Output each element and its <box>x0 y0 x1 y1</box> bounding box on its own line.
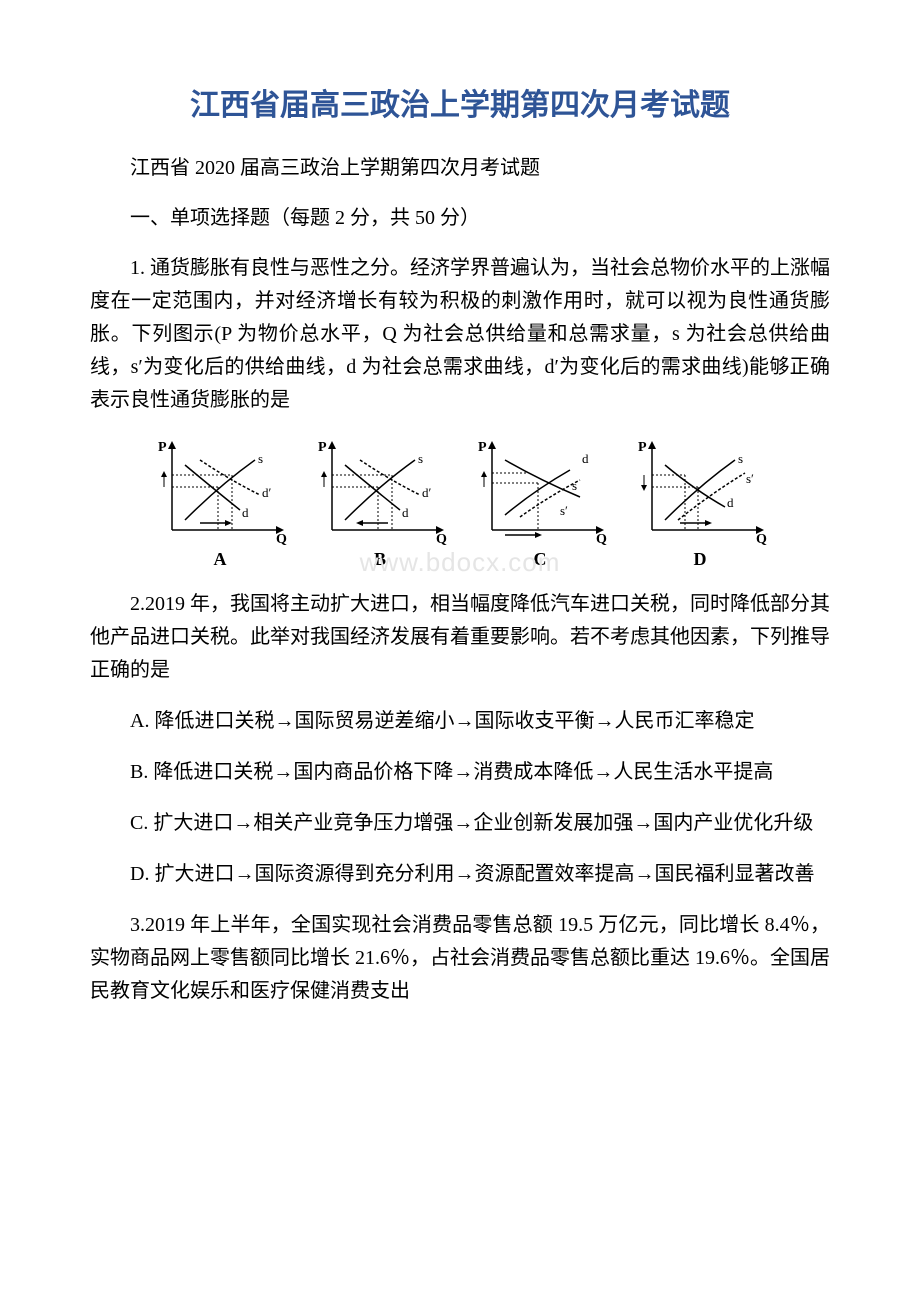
chart-c-label: C <box>534 549 547 570</box>
svg-text:P: P <box>638 440 647 455</box>
svg-text:s: s <box>738 451 743 466</box>
svg-text:Q: Q <box>436 532 447 545</box>
chart-a: P Q s d d′ <box>150 435 290 545</box>
svg-text:d: d <box>402 505 409 520</box>
svg-text:d′: d′ <box>262 485 272 500</box>
question-2-option-c: C. 扩大进口→相关产业竞争压力增强→企业创新发展加强→国内产业优化升级 <box>90 807 830 840</box>
svg-text:P: P <box>158 440 167 455</box>
svg-text:s: s <box>258 451 263 466</box>
svg-text:Q: Q <box>596 532 607 545</box>
question-3-text: 3.2019 年上半年，全国实现社会消费品零售总额 19.5 万亿元，同比增长 … <box>90 909 830 1008</box>
svg-text:s: s <box>572 478 577 493</box>
question-2-option-d: D. 扩大进口→国际资源得到充分利用→资源配置效率提高→国民福利显著改善 <box>90 858 830 891</box>
svg-text:Q: Q <box>756 532 767 545</box>
svg-text:d: d <box>582 451 589 466</box>
question-1-text: 1. 通货膨胀有良性与恶性之分。经济学界普遍认为，当社会总物价水平的上涨幅度在一… <box>90 252 830 417</box>
svg-text:d′: d′ <box>422 485 432 500</box>
svg-text:Q: Q <box>276 532 287 545</box>
svg-text:s: s <box>418 451 423 466</box>
svg-text:d: d <box>727 495 734 510</box>
chart-b-label: B <box>374 549 386 570</box>
chart-d-wrapper: P Q s s′ d D <box>630 435 770 570</box>
page-title: 江西省届高三政治上学期第四次月考试题 <box>90 80 830 124</box>
svg-text:P: P <box>318 440 327 455</box>
svg-text:P: P <box>478 440 487 455</box>
chart-b-wrapper: P Q s d d′ B <box>310 435 450 570</box>
svg-text:s′: s′ <box>560 503 568 518</box>
question-2-text: 2.2019 年，我国将主动扩大进口，相当幅度降低汽车进口关税，同时降低部分其他… <box>90 588 830 687</box>
chart-a-label: A <box>214 549 227 570</box>
chart-b: P Q s d d′ <box>310 435 450 545</box>
svg-text:d: d <box>242 505 249 520</box>
section-header: 一、单项选择题（每题 2 分，共 50 分） <box>90 202 830 234</box>
svg-text:s′: s′ <box>746 471 754 486</box>
subtitle: 江西省 2020 届高三政治上学期第四次月考试题 <box>90 152 830 184</box>
chart-c: P Q d s s′ <box>470 435 610 545</box>
charts-container: P Q s d d′ A <box>90 435 830 570</box>
chart-d: P Q s s′ d <box>630 435 770 545</box>
chart-c-wrapper: P Q d s s′ C <box>470 435 610 570</box>
question-2-option-b: B. 降低进口关税→国内商品价格下降→消费成本降低→人民生活水平提高 <box>90 756 830 789</box>
chart-a-wrapper: P Q s d d′ A <box>150 435 290 570</box>
question-2-option-a: A. 降低进口关税→国际贸易逆差缩小→国际收支平衡→人民币汇率稳定 <box>90 705 830 738</box>
chart-d-label: D <box>694 549 707 570</box>
